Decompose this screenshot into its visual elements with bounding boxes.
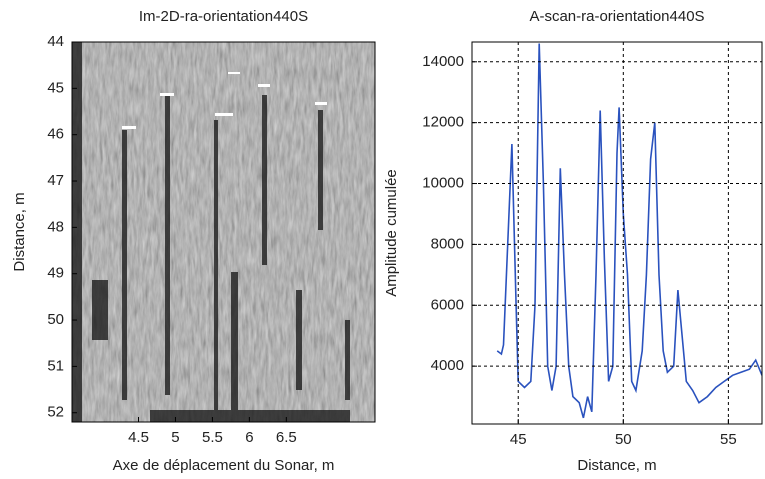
y-tick-label: 52 [47, 404, 64, 421]
y-tick-label: 44 [47, 33, 64, 50]
y-tick-label: 49 [47, 265, 64, 282]
x-tick-label: 55 [720, 431, 737, 448]
image-highlights [122, 72, 327, 129]
image-texture [72, 42, 375, 422]
right-plot-area [496, 43, 762, 419]
image-stripes [72, 42, 350, 422]
y-tick-label: 51 [47, 357, 64, 374]
left-axes-frame [71, 41, 376, 423]
y-axis-label: Amplitude cumulée [383, 169, 400, 297]
y-tick-label: 4000 [431, 357, 464, 374]
y-tick-label: 12000 [422, 114, 464, 131]
y-tick-label: 14000 [422, 53, 464, 70]
y-tick-label: 48 [47, 218, 64, 235]
y-tick-label: 8000 [431, 235, 464, 252]
data-line [496, 43, 762, 419]
x-axis-label: Distance, m [577, 457, 656, 474]
x-tick-label: 45 [510, 431, 527, 448]
y-tick-label: 45 [47, 79, 64, 96]
y-tick-label: 46 [47, 126, 64, 143]
x-axis-label: Axe de déplacement du Sonar, m [113, 457, 335, 474]
chart-title: Im-2D-ra-orientation440S [139, 8, 308, 25]
x-tick-label: 6.5 [276, 429, 297, 446]
x-tick-label: 5 [171, 429, 179, 446]
right-axes-frame [471, 41, 763, 425]
y-tick-label: 10000 [422, 175, 464, 192]
chart-title: A-scan-ra-orientation440S [529, 8, 704, 25]
y-tick-label: 6000 [431, 296, 464, 313]
x-tick-label: 50 [615, 431, 632, 448]
y-axis-label: Distance, m [11, 192, 28, 271]
x-tick-label: 6 [245, 429, 253, 446]
x-tick-label: 5.5 [202, 429, 223, 446]
y-tick-label: 47 [47, 172, 64, 189]
x-tick-label: 4.5 [128, 429, 149, 446]
sonar-image [72, 42, 375, 422]
y-tick-label: 50 [47, 311, 64, 328]
